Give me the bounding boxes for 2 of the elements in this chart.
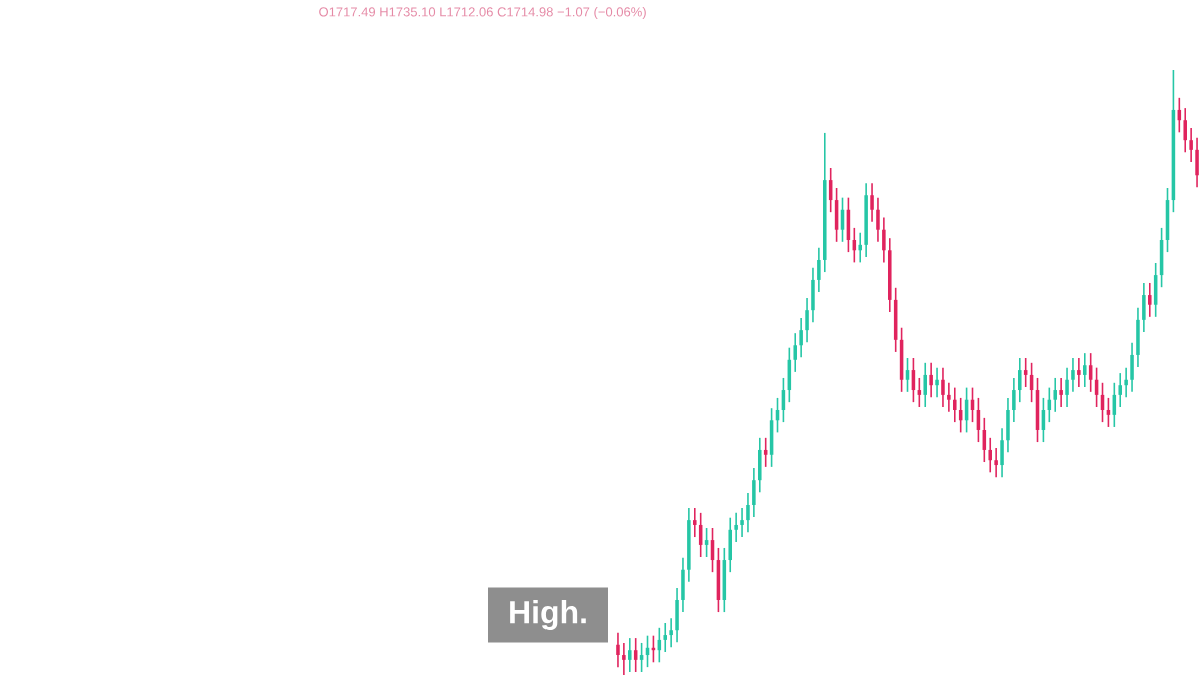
text: High. — [510, 600, 586, 630]
text: O1717.49 H1735.10 L1712.06 C1714.98 −1.07 (−0.06%) — [319, 6, 646, 20]
